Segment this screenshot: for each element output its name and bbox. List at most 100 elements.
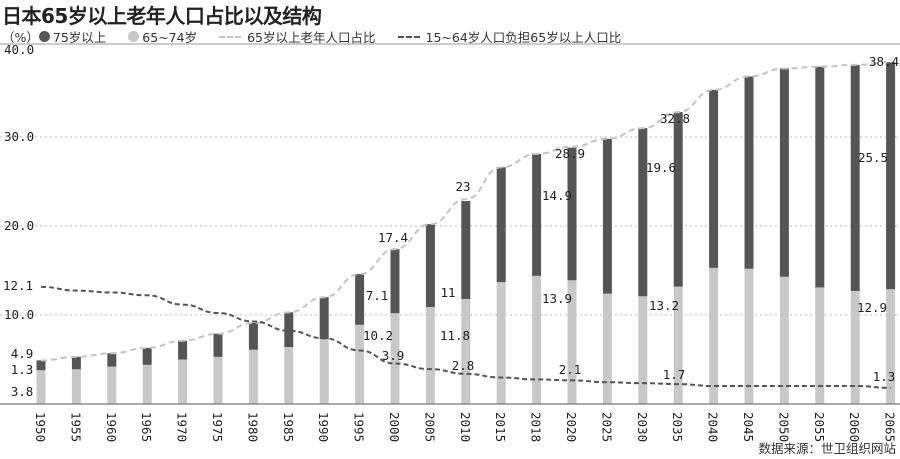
bar-65-74 (36, 370, 46, 404)
bar-75-plus (71, 356, 81, 370)
data-label: 11 (440, 285, 455, 300)
legend-label: 15~64岁人口负担65岁以上人口比 (425, 30, 622, 45)
data-label: 23 (455, 179, 470, 194)
legend-item-65-74: 65~74岁 (128, 27, 197, 46)
bar-65-74 (142, 364, 152, 404)
x-tick-label: 1995 (352, 412, 367, 442)
bar-65-74 (355, 324, 365, 404)
legend-item-dependency-line: 15~64岁人口负担65岁以上人口比 (397, 27, 622, 46)
bar-75-plus (779, 68, 789, 277)
bar-75-plus (425, 224, 435, 307)
bar-65-74 (496, 282, 506, 404)
share-65plus-line (40, 61, 891, 362)
data-label: 11.8 (440, 328, 470, 343)
legend-label: 65岁以上老年人口占比 (247, 30, 376, 45)
dependency-ratio-line (40, 285, 891, 389)
data-label: 13.2 (649, 298, 679, 313)
dot-icon (38, 31, 50, 42)
bar-65-74 (638, 296, 648, 404)
bar-65-74 (886, 289, 896, 404)
bar-65-74 (319, 339, 329, 404)
dashed-line-icon (397, 35, 420, 38)
x-tick-label: 2020 (564, 412, 579, 442)
data-label: 10.2 (363, 328, 393, 343)
bar-75-plus (744, 76, 754, 269)
bar-75-plus (567, 147, 577, 281)
data-label: 1.7 (663, 367, 686, 382)
bar-65-74 (71, 369, 81, 404)
bar-75-plus (142, 347, 152, 365)
data-label: 13.9 (542, 291, 572, 306)
bar-65-74 (850, 290, 860, 404)
x-tick-label: 2030 (635, 412, 650, 442)
x-tick-label: 2025 (599, 412, 614, 442)
data-label: 25.5 (858, 150, 888, 165)
legend-item-share-line: 65岁以上老年人口占比 (219, 27, 376, 46)
legend-label: 65~74岁 (142, 30, 198, 45)
data-label: 7.1 (366, 288, 389, 303)
y-tick-label: 10.0 (4, 307, 34, 322)
x-tick-label: 1960 (104, 412, 119, 442)
bar-75-plus (36, 360, 46, 371)
y-tick-label: 30.0 (4, 129, 34, 144)
y-tick-label: 40.0 (4, 42, 34, 57)
dashed-line-icon (219, 35, 242, 38)
bar-75-plus (178, 340, 188, 360)
bar-65-74 (213, 356, 223, 404)
bar-75-plus (355, 274, 365, 325)
x-tick-label: 2050 (776, 412, 791, 442)
bar-65-74 (248, 349, 258, 404)
x-tick-label: 1980 (245, 412, 260, 442)
data-label: 3.9 (382, 348, 405, 363)
bar-75-plus (390, 249, 400, 314)
bar-75-plus (673, 112, 683, 287)
bar-65-74 (709, 267, 719, 404)
legend: （%） 75岁以上 65~74岁 65岁以上老年人口占比 15~64岁人口负担6… (2, 27, 643, 46)
y-tick-label: 20.0 (4, 218, 34, 233)
bar-65-74 (815, 287, 825, 404)
x-tick-label: 1970 (175, 412, 190, 442)
x-tick-label: 2035 (670, 412, 685, 442)
x-tick-label: 2000 (387, 412, 402, 442)
bar-65-74 (744, 268, 754, 404)
bar-65-74 (178, 359, 188, 404)
bar-75-plus (319, 297, 329, 340)
legend-label: 75岁以上 (52, 30, 107, 45)
unit-label: （%） (2, 30, 39, 45)
data-label: 28.9 (555, 146, 585, 161)
x-tick-label: 2040 (706, 412, 721, 442)
x-tick-label: 2015 (493, 412, 508, 442)
x-tick-label: 2060 (847, 412, 862, 442)
bar-75-plus (107, 353, 117, 367)
legend-item-75plus: 75岁以上 (38, 27, 107, 46)
bar-65-74 (390, 313, 400, 404)
data-label: 12.9 (857, 300, 887, 315)
bar-65-74 (107, 366, 117, 404)
bar-75-plus (602, 138, 612, 294)
data-label: 3.8 (11, 384, 34, 399)
data-label: 2.1 (559, 362, 582, 377)
data-label: 14.9 (542, 188, 572, 203)
bar-75-plus (213, 333, 223, 357)
x-tick-label: 2045 (741, 412, 756, 442)
bar-75-plus (284, 312, 294, 348)
x-tick-label: 1975 (210, 412, 225, 442)
x-tick-label: 1950 (33, 412, 48, 442)
data-label: 1.3 (11, 362, 34, 377)
x-tick-label: 1955 (68, 412, 83, 442)
bar-65-74 (779, 276, 789, 404)
bar-65-74 (602, 293, 612, 404)
bar-75-plus (461, 201, 471, 299)
x-tick-label: 1965 (139, 412, 154, 442)
x-tick-label: 2005 (422, 412, 437, 442)
dot-icon (128, 31, 140, 42)
bar-65-74 (425, 306, 435, 404)
chart-title: 日本65岁以上老年人口占比以及结构 (2, 4, 322, 28)
data-label: 4.9 (11, 346, 34, 361)
data-label: 1.3 (873, 369, 896, 384)
bar-65-74 (567, 280, 577, 404)
data-label: 17.4 (378, 230, 408, 245)
x-tick-label: 2018 (529, 412, 544, 442)
